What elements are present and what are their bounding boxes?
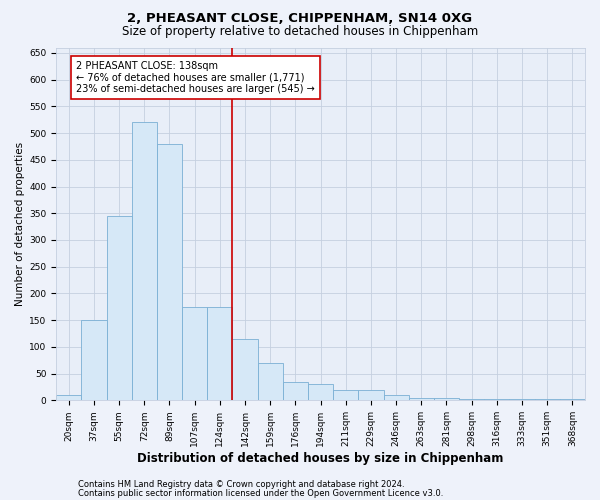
X-axis label: Distribution of detached houses by size in Chippenham: Distribution of detached houses by size … — [137, 452, 504, 465]
Text: Contains HM Land Registry data © Crown copyright and database right 2024.: Contains HM Land Registry data © Crown c… — [78, 480, 404, 489]
Bar — [434, 398, 459, 400]
Text: 2 PHEASANT CLOSE: 138sqm
← 76% of detached houses are smaller (1,771)
23% of sem: 2 PHEASANT CLOSE: 138sqm ← 76% of detach… — [76, 61, 315, 94]
Bar — [82, 320, 107, 400]
Bar — [283, 382, 308, 400]
Text: Size of property relative to detached houses in Chippenham: Size of property relative to detached ho… — [122, 25, 478, 38]
Bar — [56, 395, 82, 400]
Bar — [409, 398, 434, 400]
Bar — [308, 384, 333, 400]
Bar — [383, 395, 409, 400]
Y-axis label: Number of detached properties: Number of detached properties — [15, 142, 25, 306]
Bar — [182, 307, 207, 400]
Text: Contains public sector information licensed under the Open Government Licence v3: Contains public sector information licen… — [78, 488, 443, 498]
Text: 2, PHEASANT CLOSE, CHIPPENHAM, SN14 0XG: 2, PHEASANT CLOSE, CHIPPENHAM, SN14 0XG — [127, 12, 473, 26]
Bar — [107, 216, 131, 400]
Bar — [207, 307, 232, 400]
Bar — [131, 122, 157, 400]
Bar — [333, 390, 358, 400]
Bar — [257, 363, 283, 401]
Bar — [157, 144, 182, 400]
Bar — [358, 390, 383, 400]
Bar — [232, 339, 257, 400]
